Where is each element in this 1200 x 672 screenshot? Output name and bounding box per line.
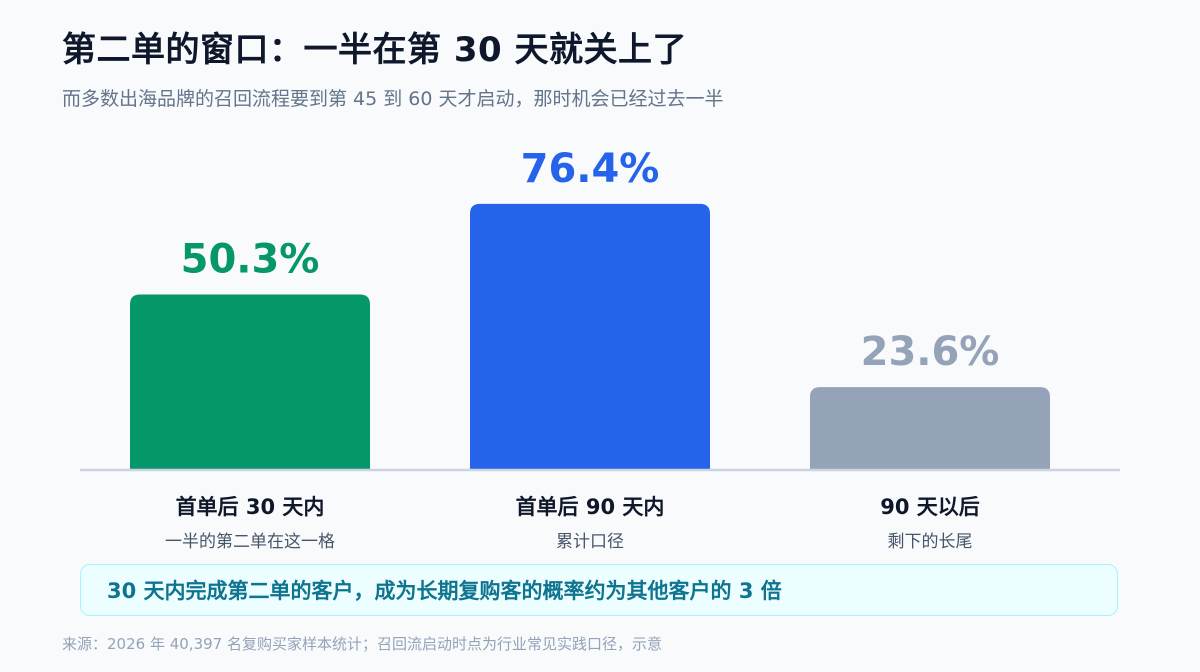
callout-text: 30 天内完成第二单的客户，成为长期复购客的概率约为其他客户的 3 倍 bbox=[107, 579, 782, 603]
bar-2 bbox=[470, 203, 710, 469]
category-sublabel-1: 一半的第二单在这一格 bbox=[165, 532, 335, 552]
bar-value-label-2: 76.4% bbox=[521, 146, 660, 192]
category-label-2: 首单后 90 天内 bbox=[516, 495, 665, 519]
category-label-1: 首单后 30 天内 bbox=[176, 495, 325, 519]
insight-callout: 30 天内完成第二单的客户，成为长期复购客的概率约为其他客户的 3 倍 bbox=[80, 564, 1118, 616]
category-sublabel-2: 累计口径 bbox=[556, 532, 624, 552]
source-note: 来源：2026 年 40,397 名复购买家样本统计；召回流启动时点为行业常见实… bbox=[62, 635, 662, 653]
chart-subtitle: 而多数出海品牌的召回流程要到第 45 到 60 天才启动，那时机会已经过去一半 bbox=[62, 88, 724, 110]
bar-1 bbox=[130, 294, 370, 469]
bar-3 bbox=[810, 387, 1050, 469]
chart-title: 第二单的窗口：一半在第 30 天就关上了 bbox=[62, 30, 687, 70]
bar-value-label-3: 23.6% bbox=[861, 329, 1000, 375]
category-sublabel-3: 剩下的长尾 bbox=[888, 532, 973, 552]
category-label-3: 90 天以后 bbox=[880, 495, 980, 519]
bar-value-label-1: 50.3% bbox=[181, 236, 320, 282]
